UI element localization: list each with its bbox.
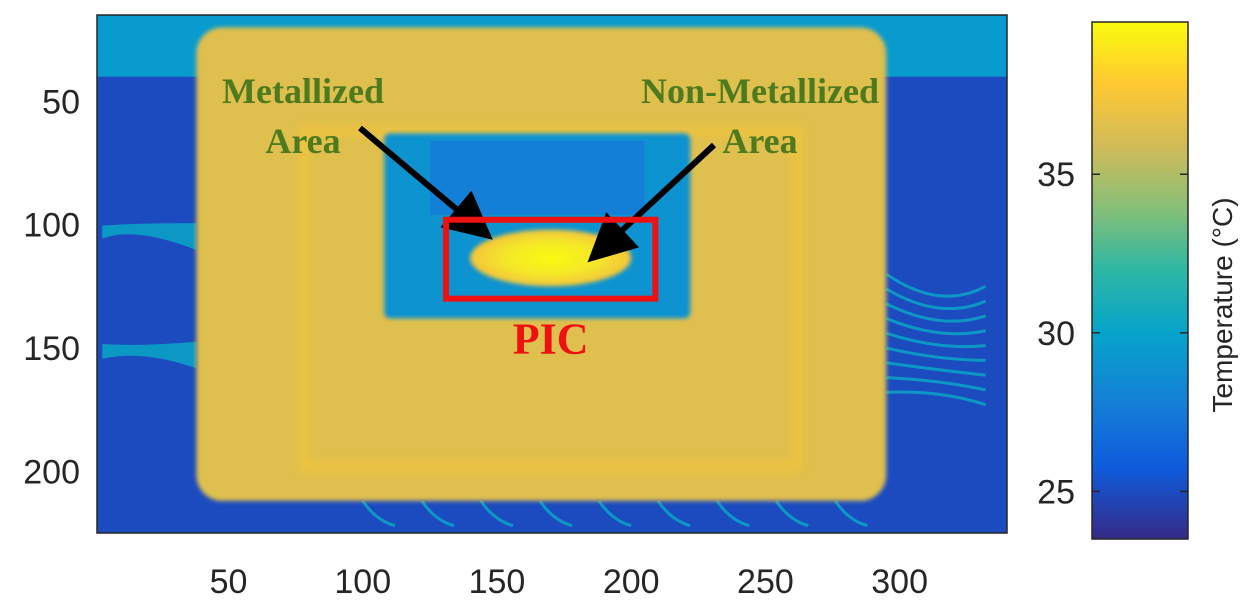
annotation-arrow (358, 125, 493, 240)
heatmap-inner-frame (298, 125, 803, 472)
x-axis-ticks: 50 100 150 200 250 300 (210, 563, 928, 601)
heatmap-bond-wires (101, 223, 987, 528)
y-tick-label: 50 (42, 83, 80, 121)
heatmap-pic-hotspot (470, 229, 632, 287)
colorbar (1091, 21, 1189, 540)
annotation-label: Area (265, 121, 340, 161)
x-tick-label: 50 (210, 563, 248, 601)
annotation-label: Non-Metallized (641, 71, 879, 111)
x-tick-label: 300 (871, 563, 928, 601)
x-tick-label: 100 (334, 563, 391, 601)
y-tick-label: 200 (23, 453, 80, 491)
x-tick-label: 250 (737, 563, 794, 601)
annotation-arrow (587, 142, 717, 263)
colorbar-tick-label: 35 (1037, 156, 1075, 194)
y-axis-ticks: 50 100 150 200 (23, 83, 80, 491)
x-tick-label: 150 (469, 563, 526, 601)
pic-label: PIC (513, 315, 589, 364)
y-tick-label: 150 (23, 330, 80, 368)
annotation-label: Metallized (222, 71, 384, 111)
pic-region-box (442, 216, 659, 302)
colorbar-ticks: 25 30 35 (1037, 156, 1188, 511)
plot-axes-frame (96, 14, 1008, 534)
colorbar-tick-label: 25 (1037, 473, 1075, 511)
y-tick-label: 100 (23, 207, 80, 245)
annotation-label: Area (722, 121, 797, 161)
x-tick-label: 200 (603, 563, 660, 601)
colorbar-label: Temperature (°C) (1207, 197, 1238, 412)
heatmap-cavity-deep (429, 140, 645, 215)
annotation-layer: Metallized Area Non-Metallized Area PIC (222, 71, 879, 364)
colorbar-tick-label: 30 (1037, 315, 1075, 353)
